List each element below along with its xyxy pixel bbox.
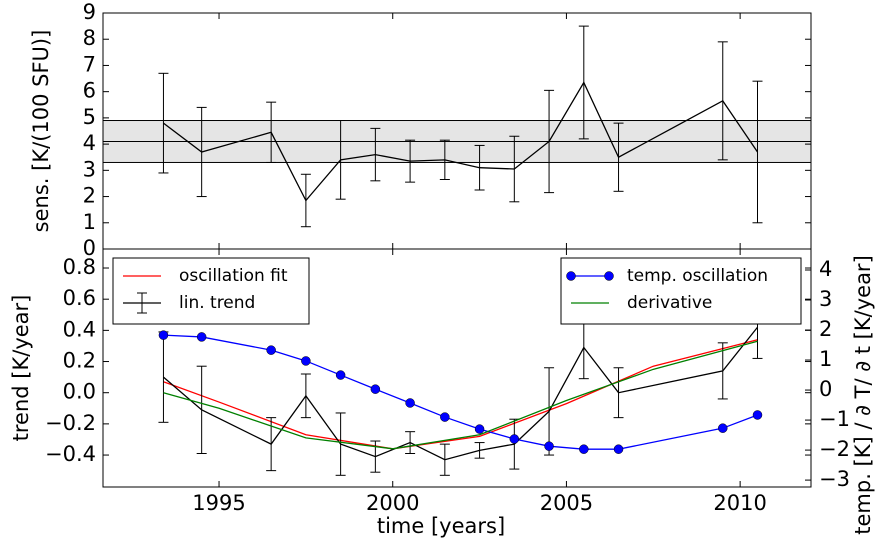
error-bar: [300, 373, 311, 419]
error-bar: [439, 443, 450, 476]
error-bar: [544, 89, 555, 194]
error-bar: [752, 80, 763, 224]
legend-swatch: [604, 271, 614, 281]
y2-axis-label: temp. [K] / ∂ T/ ∂ t [K/year]: [851, 255, 875, 535]
y-tick-label: 1: [83, 210, 96, 234]
error-bar: [474, 442, 485, 459]
y2-tick-label: −3: [819, 467, 850, 491]
x-tick-label: 2005: [540, 491, 593, 515]
y-tick-label: 5: [83, 105, 96, 129]
point: [301, 356, 311, 366]
point: [509, 434, 520, 444]
error-bar: [474, 144, 485, 191]
y-tick-label: 0.8: [63, 255, 96, 279]
point: [579, 444, 589, 454]
error-bar: [717, 342, 728, 400]
y-tick-label: 2: [83, 184, 96, 208]
y-axis-label: trend [K/year]: [9, 295, 33, 442]
legend-label: oscillation fit: [179, 266, 288, 286]
error-bar: [158, 72, 169, 174]
error-bar: [578, 315, 589, 380]
x-tick-label: 2010: [713, 491, 766, 515]
point: [613, 444, 624, 454]
error-bar: [405, 139, 416, 183]
point: [196, 332, 207, 342]
point: [474, 424, 485, 434]
y2-tick-label: −1: [819, 407, 850, 431]
point: [405, 398, 415, 408]
y2-tick-label: 3: [819, 287, 832, 311]
point: [544, 441, 554, 451]
error-bar: [578, 25, 589, 140]
error-bar: [613, 122, 624, 192]
y-tick-label: 0.6: [63, 286, 96, 310]
y-axis-label: sens. [K/(100 SFU)]: [29, 30, 53, 233]
series-line: [163, 334, 758, 450]
y-tick-label: 3: [83, 157, 96, 181]
error-bar: [613, 367, 624, 419]
error-bar: [158, 331, 169, 423]
point: [335, 370, 346, 380]
error-bar: [196, 106, 207, 198]
y2-tick-label: 2: [819, 317, 832, 341]
y-tick-label: 0.0: [63, 380, 96, 404]
y-tick-label: 9: [83, 0, 96, 24]
plot-frame: [102, 248, 812, 488]
error-bar: [544, 367, 555, 456]
legend-label: derivative: [627, 293, 712, 313]
legend-box: [560, 257, 802, 325]
legend-label: temp. oscillation: [627, 266, 768, 286]
error-bar: [439, 139, 450, 181]
point: [718, 423, 728, 433]
error-bar: [335, 412, 346, 476]
y-tick-label: −0.2: [45, 411, 96, 435]
error-bar: [405, 431, 416, 454]
y-tick-label: 0.4: [63, 317, 96, 341]
legend-label: lin. trend: [179, 293, 255, 313]
y-tick-label: 4: [83, 131, 96, 155]
legend-swatch: [566, 271, 576, 281]
y2-tick-label: −2: [819, 437, 850, 461]
point: [158, 330, 169, 340]
series-line: [163, 340, 758, 450]
error-bar: [196, 365, 207, 454]
y-tick-label: 7: [83, 52, 96, 76]
y2-tick-label: 0: [819, 377, 832, 401]
y2-tick-label: 1: [819, 347, 832, 371]
error-bar: [266, 101, 277, 163]
y-tick-label: 6: [83, 79, 96, 103]
series-line: [163, 339, 758, 450]
y-tick-label: 8: [83, 26, 96, 50]
point: [266, 345, 276, 355]
point: [752, 410, 763, 420]
error-bar: [717, 41, 728, 161]
x-tick-label: 1995: [192, 491, 245, 515]
error-bar: [370, 127, 381, 182]
x-tick-label: 2000: [366, 491, 419, 515]
y-tick-label: 0: [83, 236, 96, 260]
error-bar: [509, 135, 520, 203]
error-bar: [300, 173, 311, 228]
error-bar: [335, 120, 346, 200]
y2-tick-label: 4: [819, 257, 832, 281]
y-tick-label: −0.4: [45, 442, 96, 466]
y-tick-label: 0.2: [63, 349, 96, 373]
x-axis-label: time [years]: [377, 514, 505, 538]
point: [370, 384, 381, 394]
point: [440, 412, 450, 422]
